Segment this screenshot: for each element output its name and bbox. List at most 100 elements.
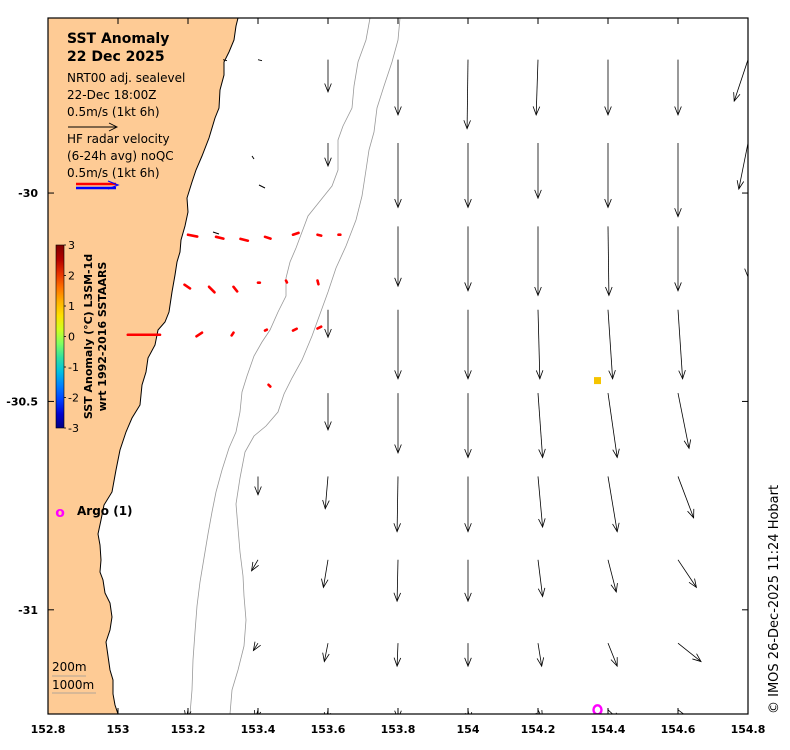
radar-vector bbox=[316, 325, 323, 330]
colorbar-label-line2: wrt 1992-2016 SSTAARS bbox=[96, 261, 109, 412]
sealevel-vector bbox=[257, 59, 263, 62]
sealevel-vector bbox=[736, 142, 748, 191]
argo-floats bbox=[592, 704, 603, 714]
sealevel-vector bbox=[605, 226, 613, 297]
sealevel-legend-scale: 0.5m/s (1kt 6h) bbox=[67, 105, 160, 119]
radar-legend-scale: 0.5m/s (1kt 6h) bbox=[67, 166, 160, 180]
sealevel-vector bbox=[322, 476, 330, 510]
sealevel-vector bbox=[537, 393, 546, 459]
colorbar-ticks: 3 2 1 0 -1 -2 -3 bbox=[64, 239, 79, 435]
colorbar-label-line1: SST Anomaly (°C) L3SM-1d bbox=[82, 253, 95, 420]
colorbar-label: SST Anomaly (°C) L3SM-1d wrt 1992-2016 S… bbox=[82, 245, 110, 428]
radar-vector bbox=[239, 237, 250, 243]
sealevel-vector bbox=[674, 143, 682, 218]
sealevel-vector bbox=[677, 393, 692, 450]
colorbar-tick-label: -3 bbox=[68, 422, 79, 435]
sealevel-vector bbox=[534, 226, 542, 297]
sealevel-vector bbox=[321, 559, 329, 589]
sealevel-vector bbox=[464, 309, 472, 380]
title-line-1: SST Anomaly bbox=[67, 31, 170, 47]
sealevel-vector bbox=[532, 59, 541, 116]
sealevel-scale-arrow bbox=[68, 122, 119, 132]
coast-fragment bbox=[258, 184, 266, 189]
colorbar-tick-label: 3 bbox=[68, 239, 75, 252]
y-tick-label: -30.5 bbox=[6, 395, 38, 408]
y-tick-label: -31 bbox=[18, 604, 38, 617]
depth-legend-200m: 200m bbox=[52, 660, 87, 674]
radar-vector bbox=[316, 233, 323, 237]
sealevel-vector bbox=[677, 642, 702, 663]
coast-fragment bbox=[251, 155, 255, 160]
radar-vectors bbox=[126, 231, 342, 388]
sealevel-vector bbox=[394, 309, 402, 380]
sealevel-legend-time: 22-Dec 18:00Z bbox=[67, 88, 157, 102]
sealevel-vector bbox=[393, 559, 401, 603]
x-tick-label: 153.2 bbox=[171, 723, 206, 736]
sealevel-vector bbox=[535, 709, 543, 714]
x-tick-label: 154.2 bbox=[521, 723, 556, 736]
radar-vector bbox=[230, 331, 235, 337]
x-tick-label: 153.4 bbox=[241, 723, 276, 736]
sealevel-vector bbox=[324, 59, 332, 93]
sealevel-vector bbox=[674, 226, 682, 292]
sealevel-vector bbox=[677, 559, 697, 589]
x-tick-label: 154 bbox=[457, 723, 480, 736]
x-tick-label: 154.8 bbox=[731, 723, 766, 736]
sealevel-vector bbox=[464, 226, 472, 292]
sealevel-vector bbox=[677, 476, 695, 519]
radar-vector bbox=[291, 327, 298, 332]
sealevel-vector bbox=[535, 309, 544, 380]
colorbar-tick-label: -1 bbox=[68, 361, 79, 374]
credit-text: © IMOS 26-Dec-2025 11:24 Hobart bbox=[767, 484, 782, 714]
sst-anomaly-point bbox=[594, 377, 601, 385]
sealevel-vector bbox=[537, 476, 546, 529]
radar-vector bbox=[214, 235, 225, 240]
sealevel-vector bbox=[324, 143, 332, 168]
radar-vector bbox=[263, 235, 272, 240]
sealevel-vector bbox=[464, 476, 472, 533]
sealevel-vector bbox=[393, 476, 401, 533]
sealevel-vector bbox=[324, 393, 332, 431]
radar-vector bbox=[207, 285, 216, 294]
radar-legend-title: HF radar velocity bbox=[67, 132, 170, 146]
x-tick-label: 153.8 bbox=[381, 723, 416, 736]
colorbar-tick-label: 1 bbox=[68, 300, 75, 313]
radar-vector bbox=[195, 331, 204, 338]
sealevel-vector bbox=[607, 309, 616, 380]
sealevel-vector bbox=[254, 476, 262, 496]
radar-legend: HF radar velocity (6-24h avg) noQC 0.5m/… bbox=[67, 131, 174, 182]
sealevel-vectors bbox=[184, 59, 748, 714]
sealevel-vector bbox=[251, 559, 259, 572]
sealevel-vector bbox=[537, 559, 546, 598]
argo-legend-label: Argo (1) bbox=[77, 504, 133, 518]
sealevel-vector bbox=[733, 59, 748, 103]
sealevel-vector bbox=[464, 643, 472, 668]
map-area bbox=[48, 18, 748, 714]
radar-vector bbox=[186, 233, 199, 238]
y-tick-label: -30 bbox=[18, 187, 38, 200]
colorbar-tick-label: 2 bbox=[68, 270, 75, 283]
sealevel-vector bbox=[607, 559, 618, 594]
sealevel-vector bbox=[536, 643, 545, 668]
land-polygon bbox=[48, 18, 239, 714]
sealevel-vector bbox=[394, 59, 402, 116]
sealevel-vector bbox=[394, 226, 402, 288]
sealevel-vector bbox=[394, 393, 402, 454]
contour-1000m bbox=[229, 18, 401, 714]
depth-legend-1000m: 1000m bbox=[52, 678, 94, 692]
sealevel-vector bbox=[607, 476, 620, 533]
title-date: 22 Dec 2025 bbox=[67, 49, 165, 65]
sealevel-vector bbox=[394, 143, 402, 209]
colorbar bbox=[55, 244, 65, 429]
sealevel-vector bbox=[534, 143, 542, 200]
sealevel-vector bbox=[744, 226, 748, 279]
axis-ticks: 152.8 153 153.2 153.4 153.6 153.8 154 154.2 154.… bbox=[6, 18, 765, 736]
radar-vector bbox=[263, 328, 269, 332]
x-tick-label: 153.6 bbox=[311, 723, 346, 736]
radar-vector bbox=[232, 285, 239, 293]
sealevel-vector bbox=[222, 59, 228, 62]
sealevel-vector bbox=[464, 143, 472, 209]
colorbar-tick-label: 0 bbox=[68, 331, 75, 344]
sealevel-vector bbox=[607, 643, 618, 668]
